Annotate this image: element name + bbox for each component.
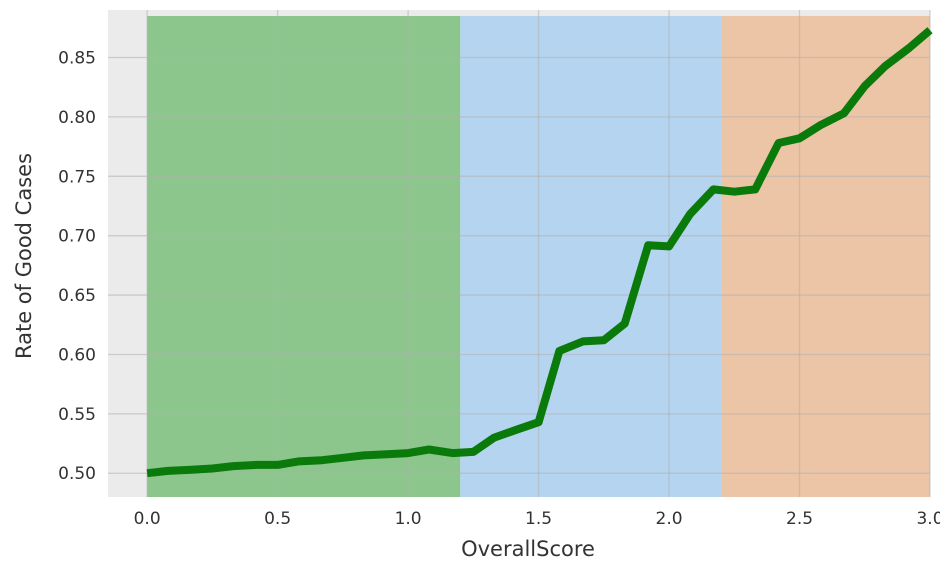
y-tick-label: 0.75 [58, 167, 96, 187]
x-axis-label: OverallScore [461, 537, 595, 561]
y-tick-label: 0.70 [58, 227, 96, 247]
grid-lines [108, 10, 931, 497]
series-layer [146, 27, 933, 478]
x-tick-label: 0.0 [134, 509, 161, 529]
band-1 [147, 16, 461, 497]
y-tick-label: 0.55 [58, 405, 96, 425]
x-tick-labels: 0.0 0.5 1.0 1.5 2.0 2.5 3.0 [134, 509, 940, 529]
x-tick-label: 2.5 [786, 509, 813, 529]
x-tick-label: 2.0 [656, 509, 683, 529]
band-2 [460, 16, 722, 497]
x-tick-label: 1.5 [525, 509, 552, 529]
x-tick-label: 3.0 [916, 509, 940, 529]
x-tick-label: 1.0 [395, 509, 422, 529]
x-tick-label: 0.5 [264, 509, 291, 529]
y-axis-label: Rate of Good Cases [12, 153, 36, 359]
y-tick-label: 0.65 [58, 286, 96, 306]
y-tick-label: 0.60 [58, 345, 96, 365]
series-line-1 [146, 27, 933, 478]
band-3 [721, 16, 930, 497]
y-tick-label: 0.80 [58, 108, 96, 128]
y-tick-labels: 0.50 0.55 0.60 0.65 0.70 0.75 0.80 0.85 [58, 49, 96, 485]
y-tick-label: 0.85 [58, 49, 96, 69]
y-tick-label: 0.50 [58, 464, 96, 484]
